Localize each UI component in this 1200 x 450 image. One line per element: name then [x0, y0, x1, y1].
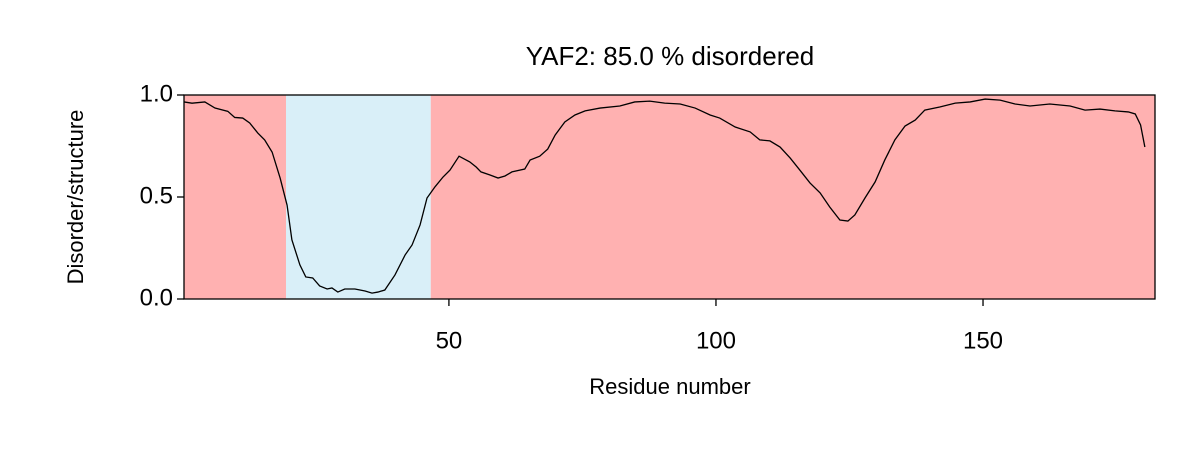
y-tick-label: 0.0	[140, 284, 173, 311]
region	[430, 95, 1156, 299]
x-tick-label: 150	[963, 327, 1003, 354]
x-tick-label: 50	[436, 327, 463, 354]
y-tick-label: 1.0	[140, 80, 173, 107]
y-tick-label: 0.5	[140, 182, 173, 209]
region	[286, 95, 431, 299]
x-tick-label: 100	[696, 327, 736, 354]
y-axis-label: Disorder/structure	[63, 110, 88, 285]
disorder-line	[183, 98, 1146, 294]
chart-title: YAF2: 85.0 % disordered	[526, 41, 815, 71]
region	[184, 95, 287, 299]
x-axis-label: Residue number	[589, 374, 750, 399]
